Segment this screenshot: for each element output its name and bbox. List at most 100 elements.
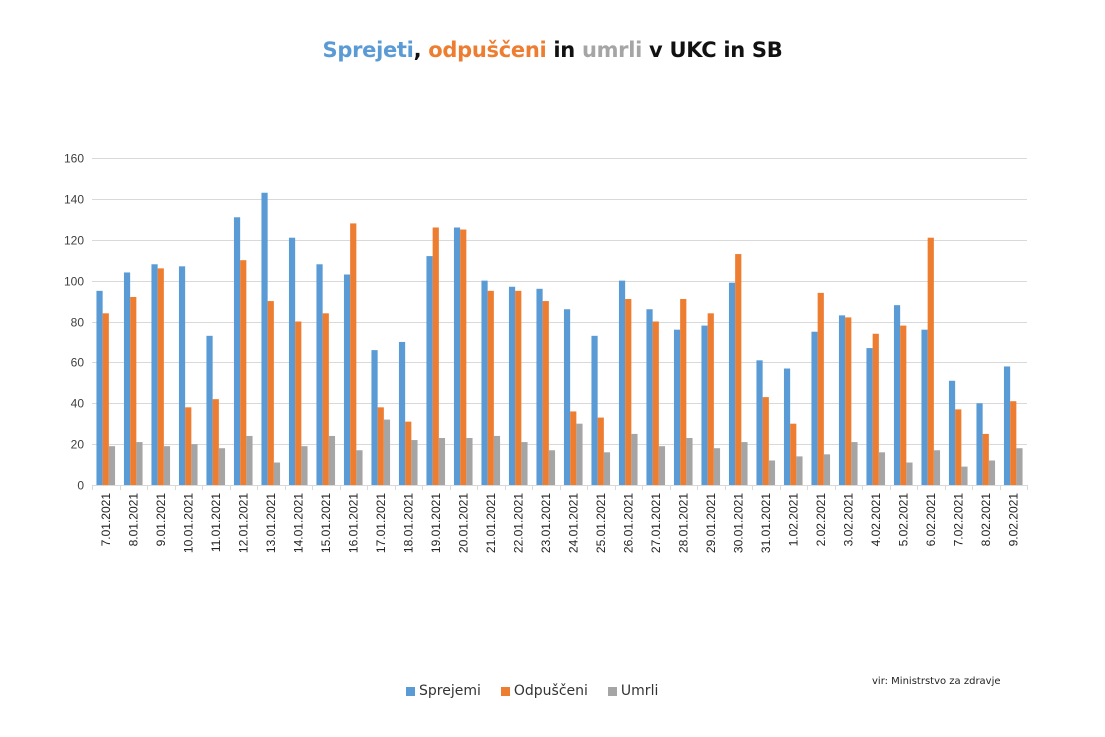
bar-group [233, 217, 253, 485]
bar-odpueni [130, 296, 137, 485]
x-tick-label: 23.01.2021 [539, 493, 553, 553]
bar-odpueni [707, 313, 714, 485]
bar-sprejemi [563, 309, 571, 485]
bar-group [921, 237, 941, 485]
bar-group [206, 335, 226, 485]
bar-group [481, 280, 501, 486]
bar-umrli [328, 435, 336, 485]
bar-sprejemi [591, 335, 598, 485]
x-tick-label: 9.02.2021 [1006, 493, 1020, 547]
bar-sprejemi [701, 325, 708, 485]
x-tick-label: 9.01.2021 [154, 493, 168, 547]
bar-umrli [521, 442, 528, 485]
y-tick-label: 60 [71, 356, 85, 370]
title-part-umrli: umrli [581, 38, 643, 62]
bar-odpueni [570, 411, 577, 485]
bar-group [123, 272, 143, 485]
bar-group [288, 237, 308, 485]
title-part-sprejeti: Sprejeti [322, 38, 414, 62]
x-tick-label: 28.01.2021 [676, 493, 690, 553]
bar-sprejemi [728, 282, 736, 485]
bar-sprejemi [151, 264, 158, 485]
x-tick-label: 14.01.2021 [291, 493, 305, 553]
bar-group [756, 360, 776, 485]
y-tick-label: 160 [64, 152, 84, 166]
bar-sprejemi [948, 380, 956, 485]
bar-group [151, 264, 171, 485]
legend-swatch-sprejemi [406, 686, 415, 696]
bar-sprejemi [398, 341, 406, 485]
x-tick-label: 7.02.2021 [951, 493, 965, 547]
bar-odpueni [350, 223, 357, 485]
chart-title: Sprejeti, odpuščeni in umrli v UKC in SB [0, 38, 1105, 62]
bar-umrli [108, 446, 116, 485]
bar-sprejemi [96, 290, 103, 485]
title-part-odpusceni: odpuščeni [428, 38, 547, 62]
bar-umrli [686, 437, 693, 485]
y-tick-label: 40 [71, 397, 85, 411]
x-axis-ticks: 7.01.2021 8.01.2021 9.01.2021 10.01.2021 11.… [99, 493, 1021, 553]
bar-umrli [878, 452, 886, 485]
legend: Sprejemi Odpuščeni Umrli [406, 683, 678, 699]
bar-odpueni [982, 433, 989, 485]
bar-umrli [851, 442, 858, 485]
x-tick-label: 4.02.2021 [869, 493, 883, 547]
bar-sprejemi [371, 350, 378, 485]
bar-sprejemi [426, 256, 433, 485]
bar-group [178, 266, 198, 486]
bar-odpueni [597, 417, 604, 485]
x-tick-label: 8.02.2021 [979, 493, 993, 547]
bar-odpueni [542, 301, 549, 485]
bar-umrli [246, 435, 253, 485]
bar-odpueni [432, 227, 439, 486]
bar-umrli [741, 442, 748, 485]
bar-sprejemi [288, 237, 296, 485]
bar-group [453, 227, 473, 486]
x-axis [92, 485, 1028, 490]
x-tick-label: 18.01.2021 [401, 493, 415, 553]
bar-odpueni [157, 268, 164, 485]
bar-group [261, 192, 281, 486]
y-tick-label: 0 [77, 479, 84, 493]
bar-odpueni [515, 290, 522, 485]
legend-swatch-odpusceni [500, 686, 510, 696]
bar-umrli [603, 452, 611, 485]
legend-label-sprejemi: Sprejemi [419, 683, 481, 699]
bar-umrli [383, 419, 391, 485]
x-tick-label: 2.02.2021 [814, 493, 828, 547]
bar-umrli [356, 450, 363, 485]
bar-group [96, 290, 116, 485]
bar-odpueni [845, 317, 852, 485]
bar-odpueni [295, 321, 302, 485]
bar-group [591, 335, 611, 485]
bar-odpueni [927, 237, 934, 485]
bar-group [343, 223, 363, 485]
x-tick-label: 31.01.2021 [759, 493, 773, 553]
bar-umrli [548, 450, 556, 485]
legend-item-sprejemi[interactable]: Sprejemi [406, 683, 481, 699]
bar-odpueni [405, 421, 412, 485]
bar-sprejemi [261, 192, 268, 486]
legend-item-odpusceni[interactable]: Odpuščeni [500, 683, 588, 699]
bar-group [783, 368, 803, 485]
x-tick-label: 8.01.2021 [126, 493, 140, 547]
bar-group [728, 254, 748, 485]
bar-odpueni [900, 325, 907, 485]
bar-group [646, 309, 666, 485]
bar-sprejemi [756, 360, 763, 485]
bar-sprejemi [838, 315, 846, 485]
bar-sprejemi [866, 348, 873, 485]
bar-sprejemi [811, 331, 818, 485]
y-tick-label: 100 [64, 275, 84, 289]
x-tick-label: 5.02.2021 [896, 493, 910, 547]
x-tick-label: 29.01.2021 [704, 493, 718, 553]
bar-sprejemi [536, 288, 543, 485]
bar-odpueni [240, 260, 247, 485]
x-tick-label: 26.01.2021 [621, 493, 635, 553]
bar-group [673, 299, 693, 485]
bar-group [701, 313, 721, 485]
bar-odpueni [185, 407, 192, 485]
legend-swatch-umrli [607, 686, 617, 696]
legend-item-umrli[interactable]: Umrli [607, 683, 658, 699]
